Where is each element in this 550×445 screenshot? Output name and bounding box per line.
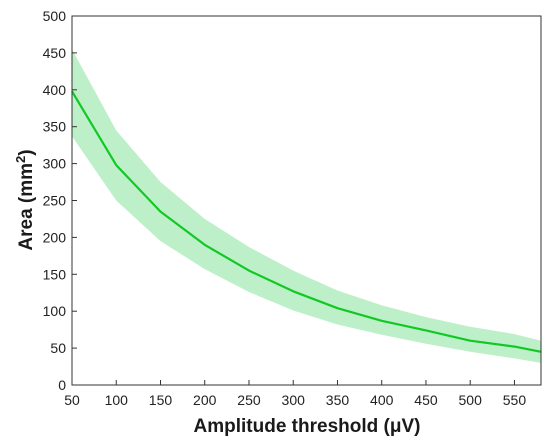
y-tick-label: 50 [50, 340, 66, 356]
axes: 50 100 150 200 250 300 350 400 450 500 55005010015… [43, 8, 542, 408]
x-tick-label: 550 [503, 392, 527, 408]
x-tick-label: 50 [64, 392, 80, 408]
y-tick-label: 0 [58, 377, 66, 393]
y-tick-label: 400 [43, 82, 67, 98]
x-tick-label: 250 [237, 392, 261, 408]
x-tick-label: 200 [193, 392, 217, 408]
y-tick-label: 450 [43, 45, 67, 61]
confidence-band [72, 49, 541, 363]
x-tick-label: 150 [149, 392, 173, 408]
y-tick-label: 500 [43, 8, 67, 24]
x-tick-label: 300 [282, 392, 306, 408]
y-tick-label: 300 [43, 156, 67, 172]
x-tick-label: 350 [326, 392, 350, 408]
y-tick-label: 150 [43, 266, 67, 282]
series-line [71, 90, 542, 353]
y-tick-label: 100 [43, 303, 67, 319]
x-tick-label: 450 [414, 392, 438, 408]
y-axis-title-main: Area (mm [16, 163, 37, 251]
x-tick-label: 400 [370, 392, 394, 408]
y-axis-title-superscript: 2 [13, 156, 28, 163]
y-tick-label: 250 [43, 193, 67, 209]
y-axis-title-close: ) [16, 149, 37, 155]
plot-area [71, 49, 542, 363]
x-tick-label: 100 [105, 392, 129, 408]
x-axis-title: Amplitude threshold (μV) [194, 416, 421, 437]
y-tick-label: 200 [43, 229, 67, 245]
x-tick-label: 500 [459, 392, 483, 408]
y-axis-title: Area (mm2) [13, 149, 38, 250]
y-tick-label: 350 [43, 119, 67, 135]
